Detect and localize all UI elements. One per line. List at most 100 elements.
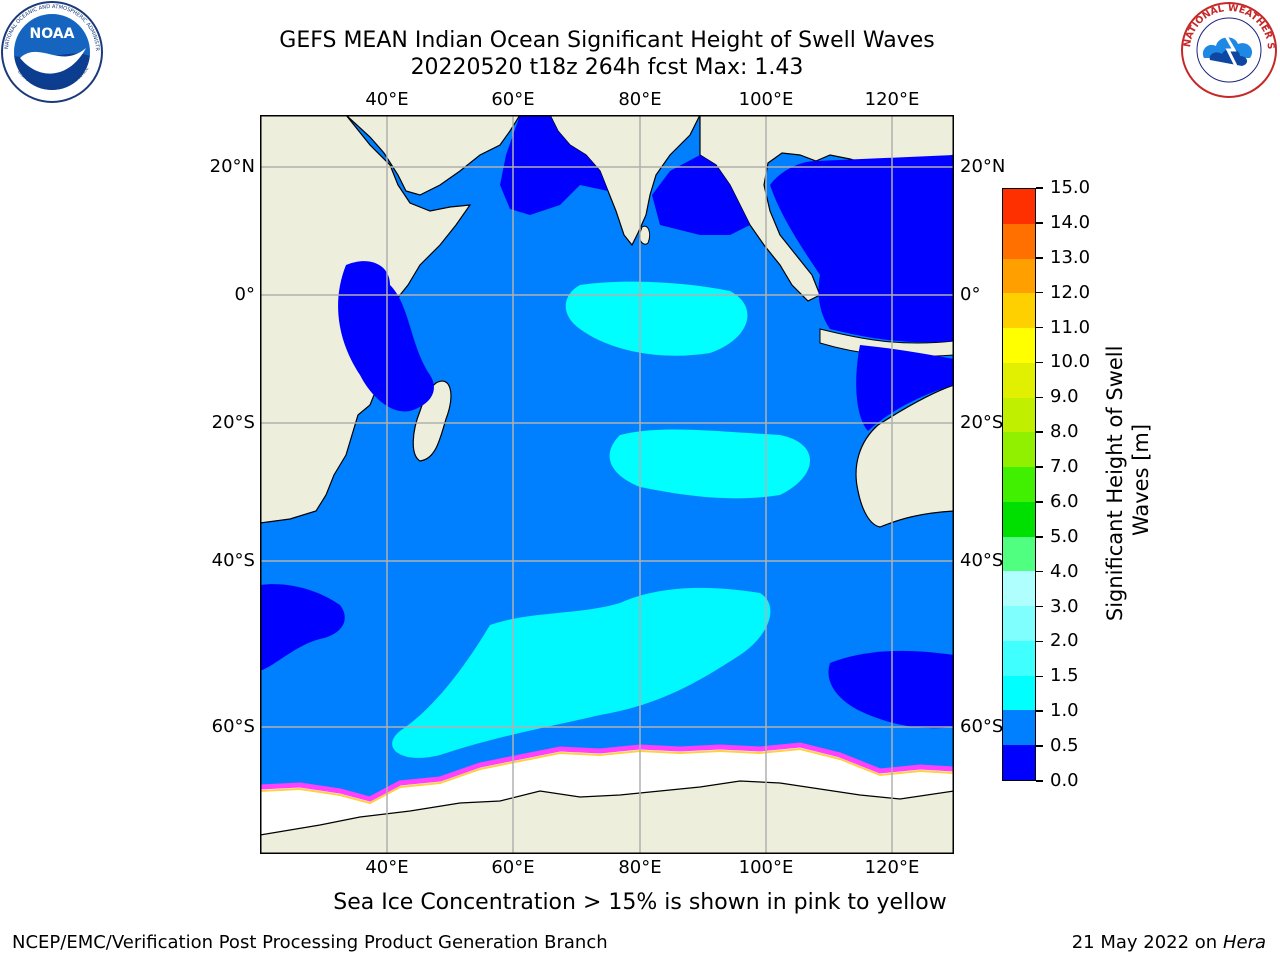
- arabia-land: [344, 114, 522, 196]
- colorbar-tick-label: 10.0: [1050, 351, 1091, 373]
- lat-label-right-20n: 20°N: [960, 156, 1006, 177]
- colorbar-tick-mark: [1036, 466, 1043, 468]
- colorbar-tick-label: 4.0: [1050, 560, 1079, 582]
- lat-label-right-60s: 60°S: [960, 716, 1004, 737]
- deep-swell-patch-se: [828, 650, 954, 729]
- india-land: [549, 114, 701, 247]
- colorbar-tick-mark: [1036, 570, 1043, 573]
- colorbar-tick-mark: [1036, 326, 1043, 329]
- colorbar-tick-label: 15.0: [1050, 177, 1091, 198]
- colorbar-tick-mark: [1036, 640, 1043, 643]
- ice-edge-pink: [259, 742, 955, 802]
- lon-label-bottom-60e: 60°E: [491, 857, 535, 878]
- map-subtitle-forecast: 20220520 t18z 264h fcst Max: 1.43: [410, 55, 804, 80]
- lon-label-top-100e: 100°E: [738, 89, 794, 110]
- colorbar-tick-mark: [1036, 396, 1043, 399]
- noaa-logo: NOAA NATIONAL OCEANIC AND ATMOSPHERIC AD…: [0, 0, 104, 104]
- colorbar-label-line1: Significant Height of Swell: [1103, 346, 1127, 622]
- deep-swell-timor-sea: [856, 345, 954, 431]
- colorbar-tick-label: 13.0: [1050, 246, 1091, 268]
- colorbar-tick-label: 0.5: [1050, 735, 1079, 757]
- lat-label-left-60s: 60°S: [211, 716, 255, 737]
- colorbar-segment: [1003, 745, 1035, 780]
- colorbar-tick-label: 6.0: [1050, 490, 1079, 512]
- map-border: [260, 115, 954, 854]
- sri-lanka-land: [639, 225, 651, 245]
- lat-label-left-20n: 20°N: [209, 156, 255, 177]
- colorbar-segment: [1003, 640, 1035, 676]
- footer-credit: NCEP/EMC/Verification Post Processing Pr…: [12, 932, 608, 953]
- colorbar-segment: [1003, 467, 1035, 502]
- colorbar: [1002, 188, 1036, 781]
- footer-host: Hera: [1222, 932, 1266, 953]
- sea-ice-note: Sea Ice Concentration > 15% is shown in …: [333, 890, 947, 915]
- lon-label-bottom-40e: 40°E: [365, 857, 409, 878]
- colorbar-segment: [1003, 432, 1035, 468]
- lat-label-left-0: 0°: [234, 284, 255, 305]
- graticule: [260, 115, 954, 854]
- moderate-swell-patch-central: [609, 429, 810, 499]
- colorbar-segment: [1003, 397, 1035, 433]
- colorbar-tick-mark: [1036, 780, 1043, 782]
- colorbar-tick-label: 0.0: [1050, 770, 1079, 791]
- deep-swell-patch-sw: [260, 584, 345, 671]
- colorbar-tick-mark: [1036, 431, 1043, 433]
- lat-label-right-20s: 20°S: [960, 412, 1004, 433]
- colorbar-tick-label: 1.0: [1050, 700, 1079, 722]
- colorbar-ticks: 0.0 0.5 1.0 1.5 2.0 3.0 4.0 5.0 6.0 7.0 8.0 9.0 10.0…: [1036, 177, 1116, 791]
- colorbar-tick-label: 8.0: [1050, 421, 1079, 443]
- australia-land: [855, 384, 955, 528]
- colorbar-segment: [1003, 536, 1035, 572]
- lon-label-bottom-80e: 80°E: [618, 857, 662, 878]
- colorbar-tick-label: 9.0: [1050, 386, 1079, 408]
- colorbar-tick-label: 11.0: [1050, 316, 1091, 338]
- ice-edge-yellow: [259, 747, 955, 805]
- colorbar-segment: [1003, 675, 1035, 711]
- colorbar-label-line2: Waves [m]: [1129, 424, 1153, 536]
- colorbar-tick-mark: [1036, 501, 1043, 503]
- lat-label-left-40s: 40°S: [211, 550, 255, 571]
- lon-label-top-80e: 80°E: [618, 89, 662, 110]
- lon-label-bottom-120e: 120°E: [864, 857, 920, 878]
- map-frame: [259, 114, 955, 855]
- colorbar-tick-mark: [1036, 257, 1043, 259]
- colorbar-tick-label: 12.0: [1050, 281, 1091, 303]
- colorbar-segment: [1003, 223, 1035, 259]
- deep-swell-somali-basin: [338, 261, 434, 412]
- colorbar-tick-mark: [1036, 605, 1043, 608]
- colorbar-tick-mark: [1036, 361, 1043, 364]
- colorbar-tick-mark: [1036, 222, 1043, 224]
- colorbar-tick-label: 7.0: [1050, 456, 1079, 478]
- deep-swell-arabian-sea: [500, 115, 608, 215]
- colorbar-tick-label: 2.0: [1050, 630, 1079, 652]
- lon-label-top-40e: 40°E: [365, 89, 409, 110]
- colorbar-segment: [1003, 362, 1035, 398]
- colorbar-tick-label: 1.5: [1050, 665, 1079, 687]
- colorbar-segment: [1003, 571, 1035, 607]
- colorbar-tick-mark: [1036, 291, 1043, 294]
- colorbar-segment: [1003, 293, 1035, 329]
- colorbar-tick-mark: [1036, 745, 1043, 747]
- deep-swell-bay-of-bengal: [652, 155, 750, 235]
- lon-label-top-60e: 60°E: [491, 89, 535, 110]
- map-canvas: [259, 114, 955, 855]
- lat-label-left-20s: 20°S: [211, 412, 255, 433]
- footer-date: 21 May 2022 on Hera: [1071, 932, 1266, 953]
- colorbar-segment: [1003, 188, 1035, 224]
- colorbar-tick-label: 5.0: [1050, 525, 1079, 547]
- nws-logo: NATIONAL WEATHER SERVICE: [1174, 0, 1280, 100]
- colorbar-tick-label: 3.0: [1050, 595, 1079, 617]
- colorbar-segment: [1003, 258, 1035, 294]
- colorbar-tick-label: 14.0: [1050, 211, 1091, 233]
- lon-label-bottom-100e: 100°E: [738, 857, 794, 878]
- colorbar-tick-mark: [1036, 675, 1043, 678]
- colorbar-tick-mark: [1036, 187, 1043, 189]
- colorbar-segment: [1003, 328, 1035, 363]
- noaa-logo-text: NOAA: [30, 26, 75, 42]
- colorbar-segment: [1003, 606, 1035, 641]
- lon-label-top-120e: 120°E: [864, 89, 920, 110]
- moderate-swell-patch-equator: [565, 281, 748, 356]
- colorbar-tick-mark: [1036, 710, 1043, 712]
- map-title: GEFS MEAN Indian Ocean Significant Heigh…: [279, 28, 935, 53]
- colorbar-segment: [1003, 501, 1035, 537]
